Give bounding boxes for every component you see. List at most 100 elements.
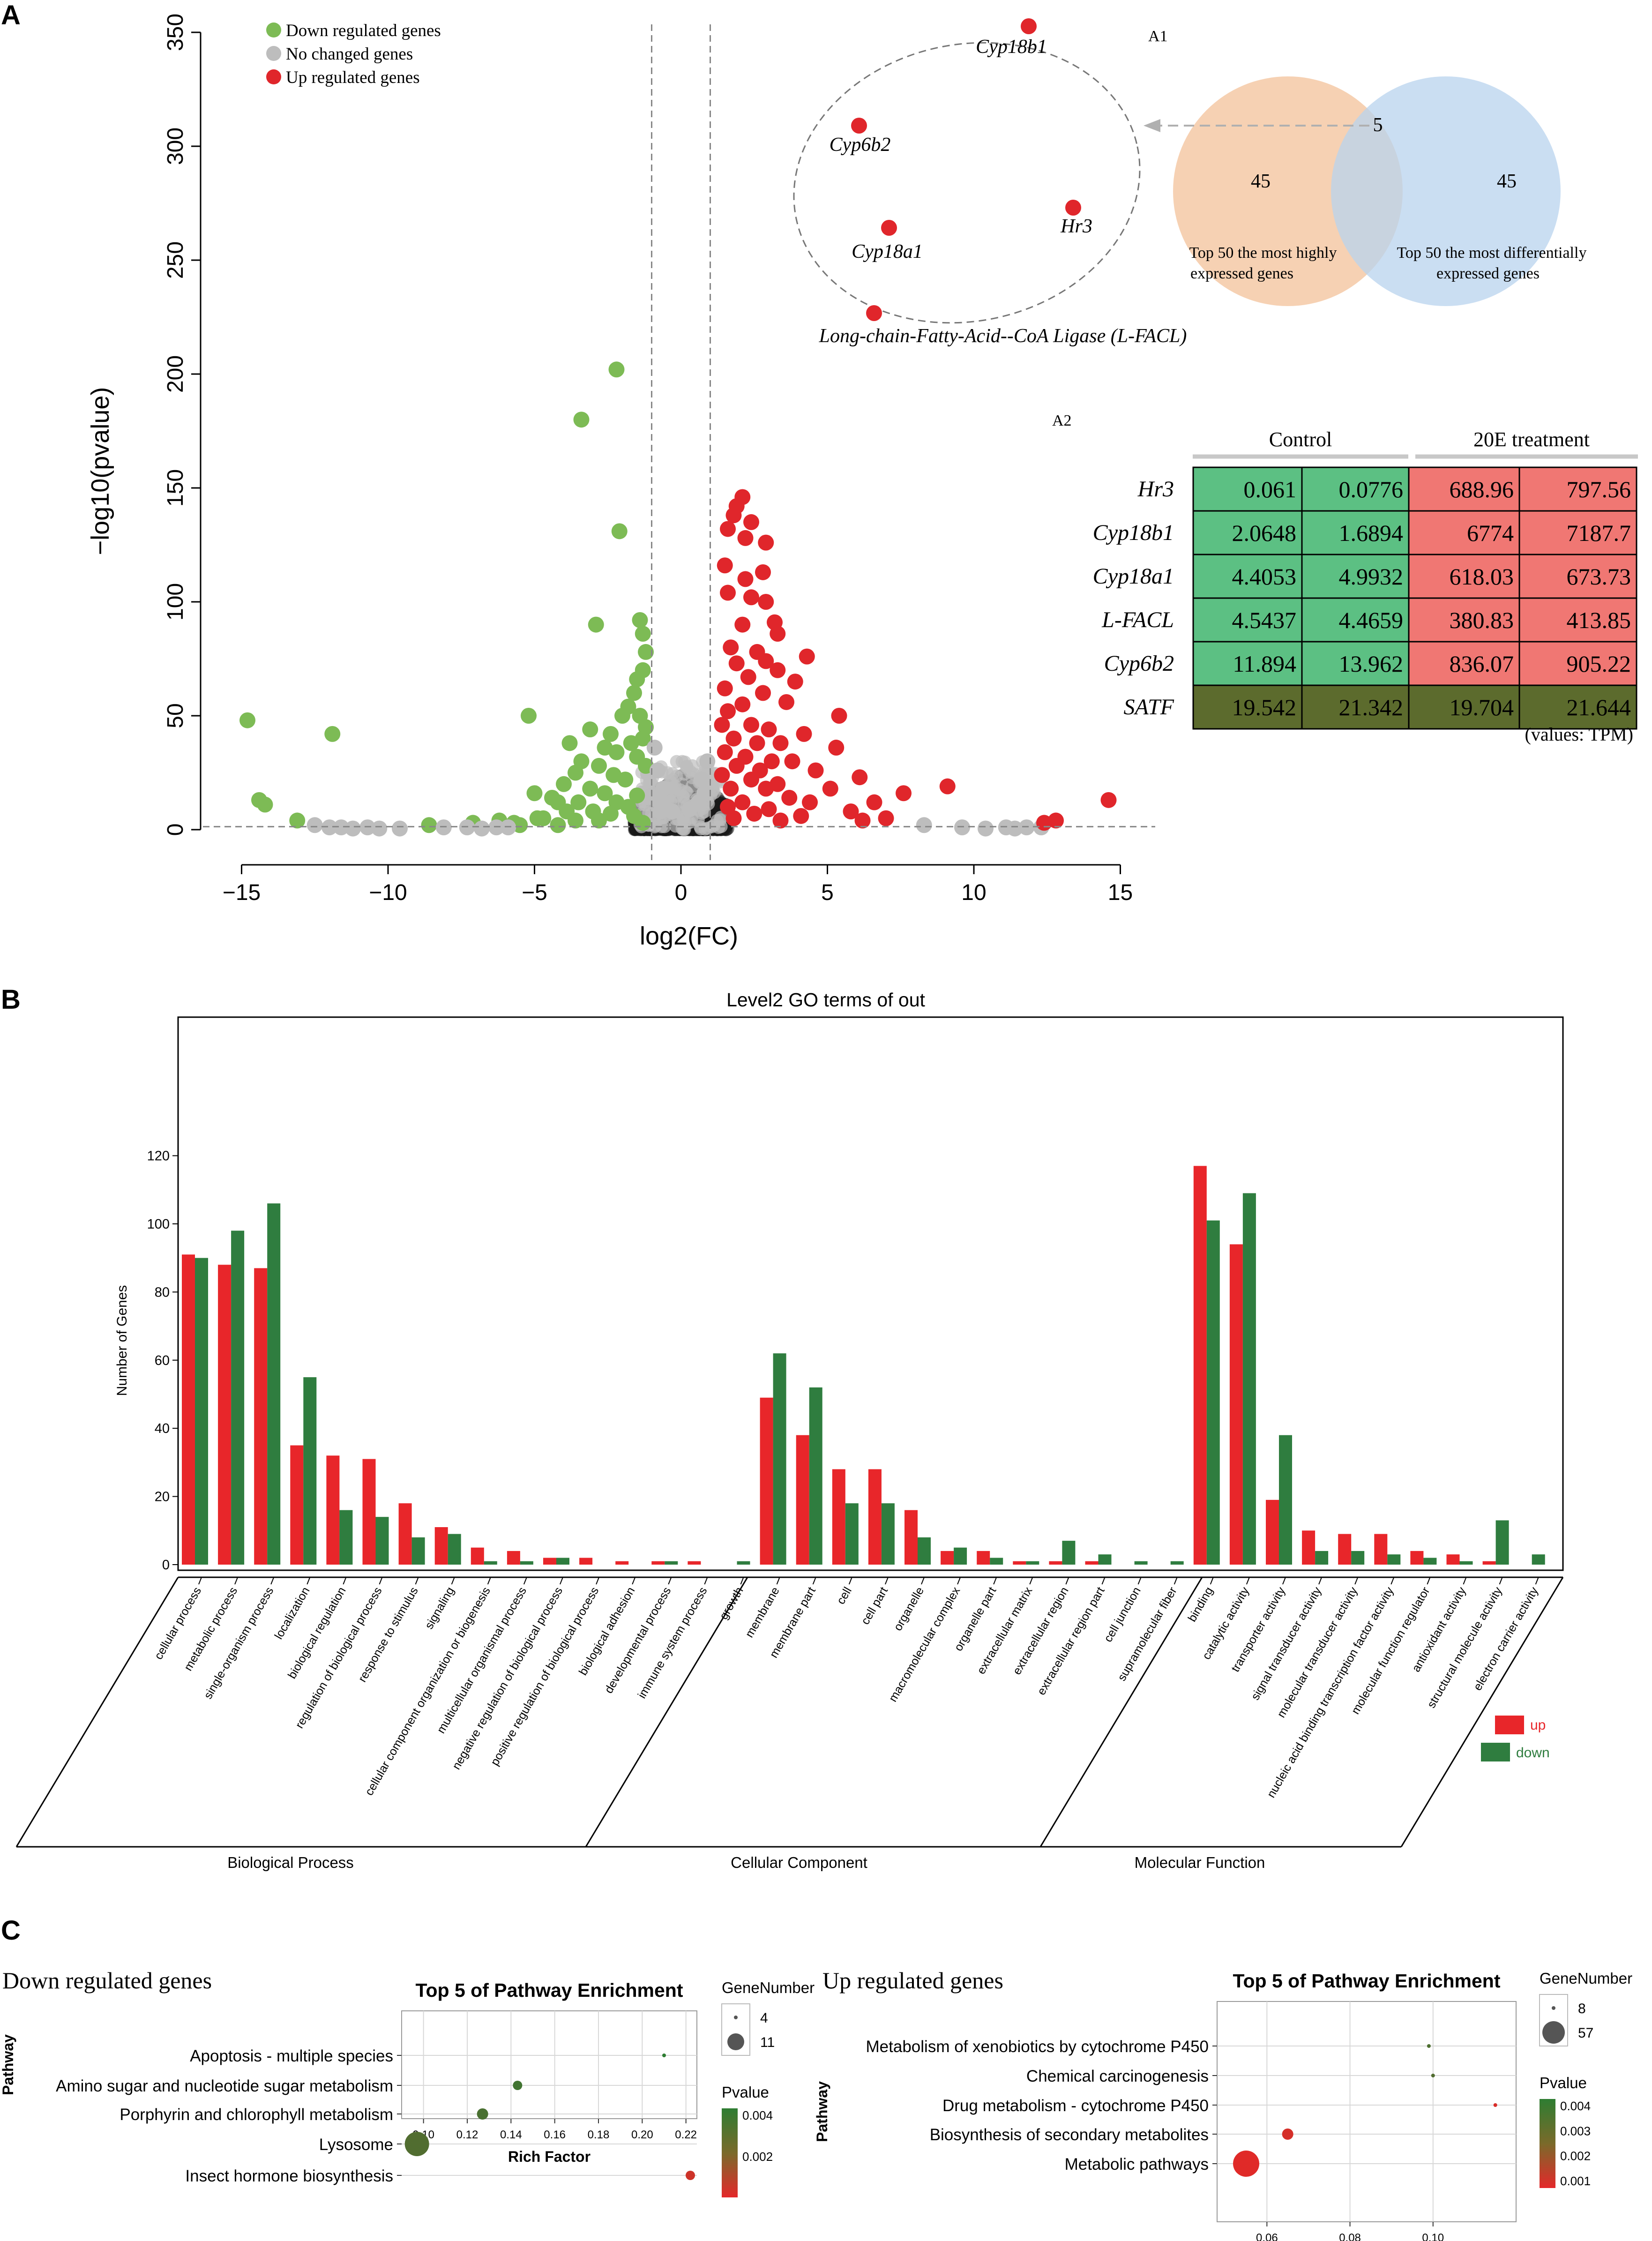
volcano-point: [784, 753, 800, 770]
go-bar-up: [1085, 1561, 1099, 1565]
go-category-label: single-organism process: [202, 1585, 277, 1701]
go-x-tick: [740, 1577, 744, 1585]
table-cell-value: 19.704: [1450, 694, 1514, 720]
volcano-point-gray: [673, 783, 687, 797]
volcano-point: [623, 735, 639, 751]
go-x-tick: [270, 1577, 275, 1585]
go-chart-frame: [177, 1016, 1564, 1571]
volcano-point: [755, 564, 771, 580]
table-cell-value: 797.56: [1567, 476, 1631, 502]
volcano-point: [693, 772, 710, 788]
volcano-point: [714, 717, 730, 733]
size-legend-large: [1542, 2021, 1565, 2044]
venn-count-shared: 5: [1373, 114, 1383, 136]
go-bar-down: [1242, 1193, 1256, 1565]
volcano-point: [568, 764, 583, 781]
volcano-point: [1007, 820, 1023, 837]
go-bar-up: [796, 1435, 809, 1565]
color-legend-tick: 0.004: [1560, 2099, 1591, 2113]
go-legend-up-label: up: [1530, 1717, 1546, 1733]
go-x-tick: [1463, 1577, 1467, 1585]
bubble-point: [404, 2132, 429, 2156]
go-bar-up: [1482, 1561, 1496, 1565]
go-bar-down: [1423, 1558, 1437, 1565]
bubble-pathway-label: Chemical carcinogenesis: [1026, 2067, 1209, 2085]
go-x-tick: [921, 1577, 925, 1585]
bubble-point: [1431, 2074, 1435, 2077]
volcano-point: [306, 817, 323, 833]
volcano-point: [734, 696, 751, 712]
go-category-label: signaling: [422, 1585, 457, 1631]
volcano-point: [1048, 812, 1064, 829]
table-cell-value: 673.73: [1567, 563, 1631, 590]
volcano-point: [802, 794, 818, 810]
volcano-point: [474, 820, 490, 837]
legend-marker-down: [266, 22, 281, 37]
volcano-point: [720, 521, 736, 537]
bubble-point: [1427, 2044, 1431, 2048]
volcano-point: [371, 820, 388, 837]
bubble-x-tick-label: 0.22: [675, 2129, 697, 2141]
volcano-point: [544, 789, 560, 806]
volcano-point: [717, 557, 733, 574]
go-bar-up: [760, 1397, 773, 1565]
volcano-point: [978, 820, 994, 837]
go-bar-up: [1193, 1166, 1207, 1565]
volcano-point: [758, 780, 774, 797]
go-bar-down: [339, 1510, 353, 1565]
go-bar-down: [1134, 1561, 1148, 1565]
go-group-divider: [585, 1577, 748, 1847]
volcano-point: [550, 817, 566, 833]
volcano-point: [737, 571, 754, 587]
gene-label-hr3: Hr3: [1060, 216, 1092, 237]
volcano-y-tick-label: 350: [163, 14, 188, 51]
volcano-point: [743, 514, 759, 530]
go-category-label: membrane: [743, 1585, 782, 1640]
go-group-label: Molecular Function: [1135, 1854, 1265, 1871]
go-chart-title: Level2 GO terms of out: [726, 989, 925, 1011]
go-x-tick: [1065, 1577, 1069, 1585]
volcano-point: [521, 708, 537, 724]
volcano-point: [717, 680, 733, 697]
gene-dot-hr3: [1065, 200, 1081, 216]
color-legend-tick: 0.004: [742, 2108, 773, 2122]
table-cell-value: 4.4659: [1339, 607, 1404, 633]
go-bar-up: [326, 1455, 340, 1565]
table-units-note: (values: TPM): [1525, 724, 1633, 745]
volcano-point: [614, 708, 630, 724]
go-bar-down: [267, 1203, 281, 1565]
go-bar-down: [1351, 1551, 1365, 1565]
bubble-x-tick-label: 0.16: [544, 2129, 566, 2141]
venn-count-left: 45: [1251, 171, 1271, 192]
table-cell: [1192, 554, 1303, 599]
go-x-tick: [596, 1577, 600, 1585]
volcano-point: [257, 796, 273, 813]
go-bar-up: [832, 1469, 845, 1565]
venn-arrow-head: [1144, 119, 1160, 132]
go-bar-down: [411, 1537, 425, 1565]
bubble-point: [662, 2054, 666, 2057]
volcano-point-gray: [675, 755, 689, 768]
volcano-point: [852, 769, 868, 786]
go-legend-up-swatch: [1495, 1716, 1524, 1734]
table-cell-value: 836.07: [1450, 651, 1514, 677]
table-cell-value: 13.962: [1339, 651, 1404, 677]
go-x-tick: [487, 1577, 491, 1585]
legend-label-nochange: No changed genes: [286, 45, 413, 64]
table-cell-value: 2.0648: [1232, 520, 1297, 546]
venn-label-left-2: expressed genes: [1190, 265, 1293, 282]
volcano-y-label: −log10(pvalue): [86, 387, 114, 555]
go-bar-up: [1266, 1499, 1279, 1565]
go-y-tick-label: 0: [162, 1558, 170, 1573]
go-category-label: developmental process: [602, 1585, 674, 1696]
size-legend-value: 11: [760, 2035, 775, 2050]
volcano-point: [734, 616, 751, 633]
sub-label-a1: A1: [1148, 28, 1168, 45]
go-x-tick: [523, 1577, 527, 1585]
go-bar-down: [1459, 1561, 1473, 1565]
volcano-point: [699, 753, 716, 770]
volcano-point: [603, 726, 619, 742]
panel-label-a: A: [1, 0, 21, 30]
volcano-point: [638, 644, 654, 660]
go-x-tick: [560, 1577, 563, 1585]
